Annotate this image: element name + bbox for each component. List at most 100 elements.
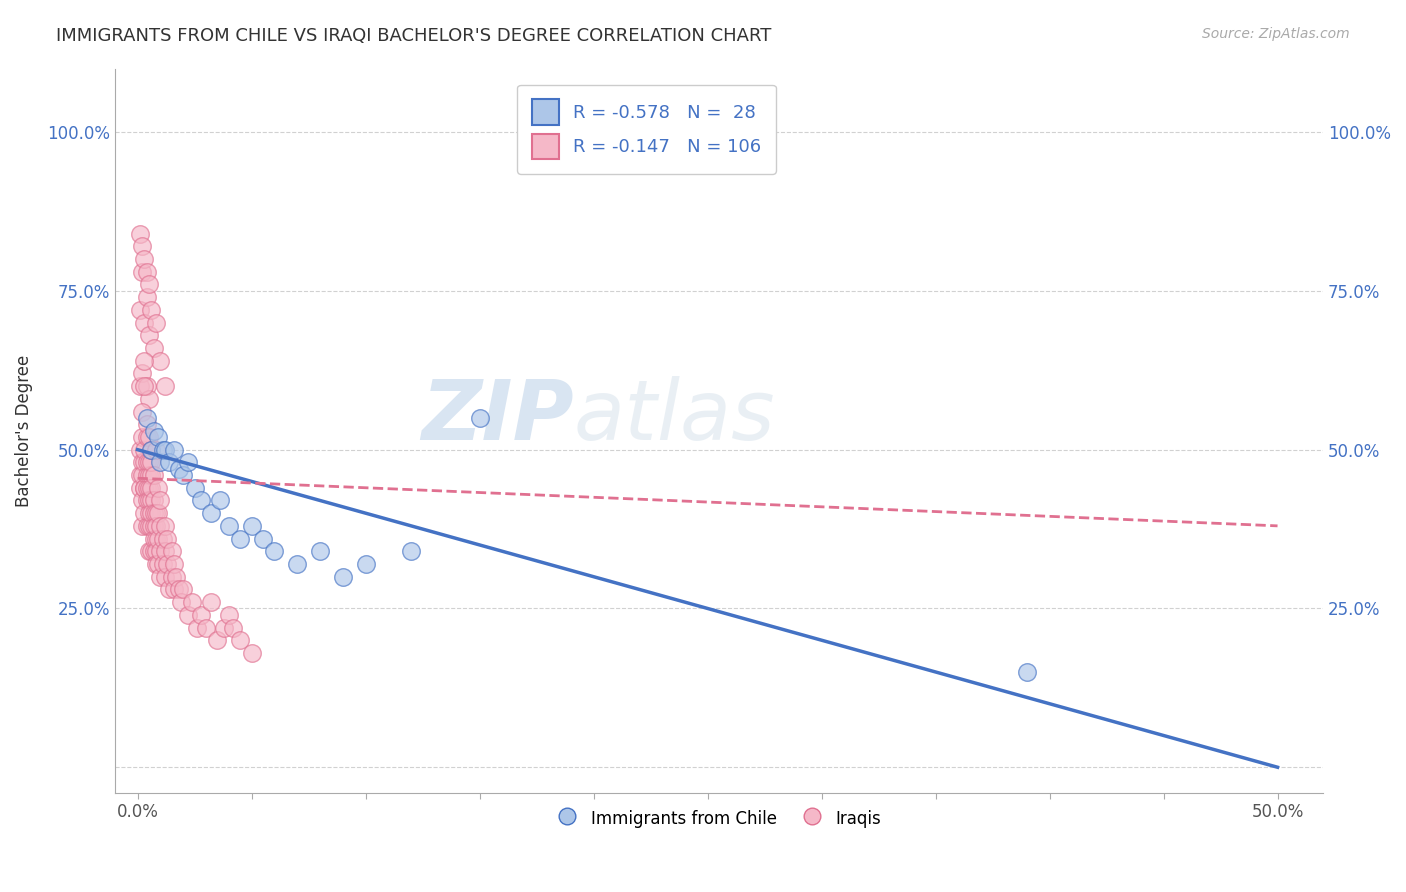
Point <box>131 455 153 469</box>
Point <box>149 353 172 368</box>
Point <box>170 595 193 609</box>
Point <box>135 379 157 393</box>
Point <box>135 519 157 533</box>
Point <box>200 595 222 609</box>
Point <box>186 620 208 634</box>
Point <box>145 506 167 520</box>
Point <box>138 544 160 558</box>
Point <box>135 410 157 425</box>
Text: ZIP: ZIP <box>422 376 574 457</box>
Point <box>145 532 167 546</box>
Point <box>138 493 160 508</box>
Point <box>128 481 150 495</box>
Point <box>149 493 172 508</box>
Point <box>177 455 200 469</box>
Point <box>138 277 160 292</box>
Point <box>159 455 181 469</box>
Point <box>138 430 160 444</box>
Point <box>152 442 174 457</box>
Point <box>149 544 172 558</box>
Point <box>135 417 157 432</box>
Point <box>131 430 153 444</box>
Point <box>142 493 165 508</box>
Point <box>135 493 157 508</box>
Point <box>163 557 186 571</box>
Point <box>134 455 156 469</box>
Point <box>134 379 156 393</box>
Point <box>165 570 187 584</box>
Point <box>399 544 422 558</box>
Point <box>138 455 160 469</box>
Point <box>145 316 167 330</box>
Point <box>145 557 167 571</box>
Point <box>468 410 491 425</box>
Point <box>141 519 163 533</box>
Point <box>200 506 222 520</box>
Point <box>240 646 263 660</box>
Point <box>146 557 169 571</box>
Point <box>1015 665 1038 679</box>
Point <box>160 570 183 584</box>
Point <box>134 252 156 266</box>
Point <box>131 468 153 483</box>
Point <box>128 227 150 241</box>
Point <box>141 544 163 558</box>
Point <box>146 532 169 546</box>
Legend: Immigrants from Chile, Iraqis: Immigrants from Chile, Iraqis <box>551 801 887 835</box>
Point <box>229 633 252 648</box>
Point <box>218 519 240 533</box>
Point <box>145 442 167 457</box>
Point <box>218 607 240 622</box>
Point <box>134 481 156 495</box>
Point <box>354 557 377 571</box>
Point <box>190 493 212 508</box>
Point <box>134 442 156 457</box>
Point <box>263 544 285 558</box>
Point <box>142 544 165 558</box>
Point <box>142 468 165 483</box>
Point <box>156 557 179 571</box>
Point <box>332 570 354 584</box>
Point <box>153 519 176 533</box>
Point <box>141 493 163 508</box>
Point <box>128 302 150 317</box>
Point <box>146 506 169 520</box>
Point <box>134 506 156 520</box>
Point <box>146 430 169 444</box>
Point <box>138 328 160 343</box>
Point <box>194 620 217 634</box>
Point <box>156 532 179 546</box>
Point <box>141 506 163 520</box>
Point <box>149 519 172 533</box>
Point <box>285 557 308 571</box>
Point <box>134 481 156 495</box>
Point <box>131 367 153 381</box>
Point <box>208 493 231 508</box>
Point <box>252 532 274 546</box>
Point <box>131 404 153 418</box>
Point <box>153 442 176 457</box>
Point <box>142 506 165 520</box>
Point <box>163 442 186 457</box>
Point <box>131 519 153 533</box>
Point <box>222 620 245 634</box>
Point <box>141 442 163 457</box>
Point <box>141 468 163 483</box>
Point <box>131 265 153 279</box>
Y-axis label: Bachelor's Degree: Bachelor's Degree <box>15 354 32 507</box>
Point <box>128 442 150 457</box>
Point <box>135 455 157 469</box>
Point <box>240 519 263 533</box>
Point <box>141 302 163 317</box>
Point <box>183 481 205 495</box>
Point <box>135 468 157 483</box>
Point <box>135 290 157 304</box>
Point <box>159 582 181 597</box>
Point <box>153 570 176 584</box>
Point <box>131 239 153 253</box>
Point <box>177 607 200 622</box>
Point <box>153 379 176 393</box>
Point <box>142 532 165 546</box>
Text: Source: ZipAtlas.com: Source: ZipAtlas.com <box>1202 27 1350 41</box>
Point <box>146 481 169 495</box>
